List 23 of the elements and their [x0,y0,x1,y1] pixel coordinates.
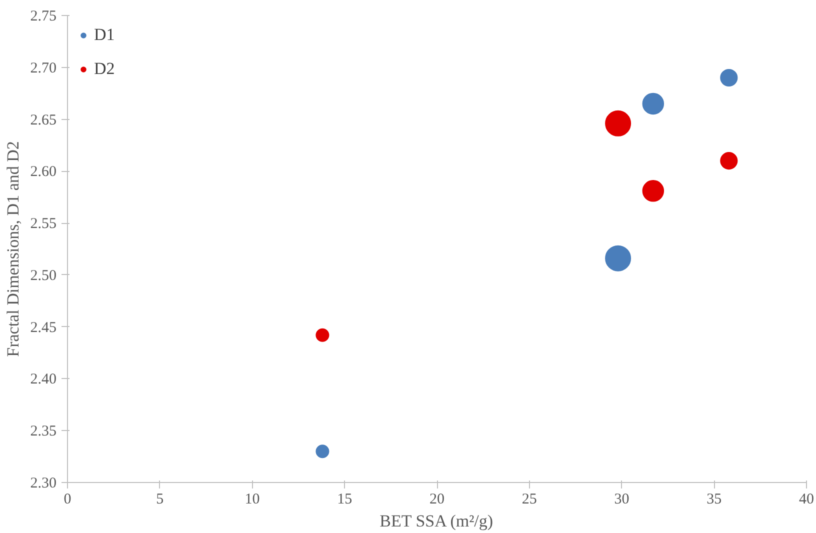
x-tick-label: 5 [156,492,164,508]
legend-label: D1 [94,25,115,45]
y-tick-label: 2.30 [30,476,56,492]
y-axis-title: Fractal Dimensions, D1 and D2 [3,141,22,357]
y-tick-label: 2.60 [30,164,56,180]
x-tick-label: 40 [799,492,814,508]
y-tick-label: 2.45 [30,320,56,336]
y-tick-label: 2.35 [30,424,56,440]
x-tick-label: 35 [706,492,722,508]
y-tick-label: 2.40 [30,372,56,388]
y-tick-label: 2.70 [30,60,56,76]
y-tick-label: 2.50 [30,268,56,284]
x-tick-label: 30 [614,492,630,508]
x-axis-title: BET SSA (m²/g) [380,512,494,530]
legend-label: D2 [94,59,115,79]
x-tick-label: 10 [244,492,260,508]
y-tick-label: 2.75 [30,8,56,24]
x-tick-label: 20 [430,492,444,508]
x-tick-label: 25 [522,492,537,508]
x-tick-label: 15 [337,492,352,508]
x-tick-label: 0 [64,492,72,508]
y-tick-label: 2.65 [30,112,56,128]
y-tick-label: 2.55 [30,216,56,232]
